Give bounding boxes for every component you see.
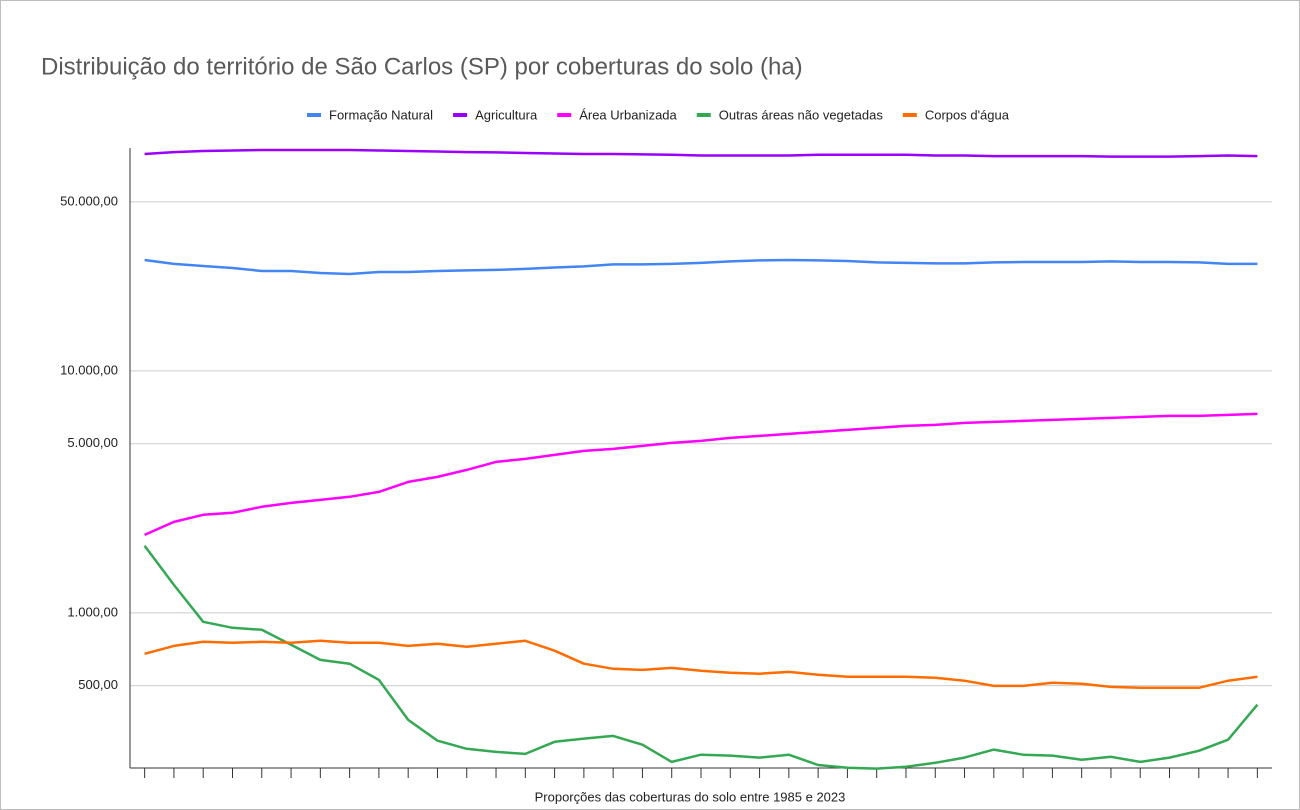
series-line — [144, 412, 1258, 537]
chart-title: Distribuição do território de São Carlos… — [41, 53, 803, 80]
series-line — [144, 148, 1258, 158]
series-line — [143, 545, 1259, 770]
y-tick-label: 1.000,00 — [67, 604, 118, 619]
legend-key — [557, 113, 572, 117]
y-tick-label: 10.000,00 — [60, 362, 118, 377]
y-tick-label: 5.000,00 — [67, 435, 118, 450]
x-axis-title: Proporções das coberturas do solo entre … — [535, 789, 846, 804]
legend-label: Formação Natural — [329, 107, 433, 122]
legend-label: Agricultura — [475, 107, 538, 122]
legend-key — [696, 113, 711, 117]
series-line — [144, 258, 1258, 276]
series-line — [144, 639, 1258, 690]
legend-label: Corpos d'água — [925, 107, 1010, 122]
legend-label: Área Urbanizada — [579, 107, 677, 122]
legend-key — [307, 113, 322, 117]
y-tick-label: 50.000,00 — [60, 193, 118, 208]
legend-key — [902, 113, 917, 117]
legend-label: Outras áreas não vegetadas — [719, 107, 884, 122]
y-tick-label: 500,00 — [78, 677, 118, 692]
legend-key — [453, 113, 468, 117]
